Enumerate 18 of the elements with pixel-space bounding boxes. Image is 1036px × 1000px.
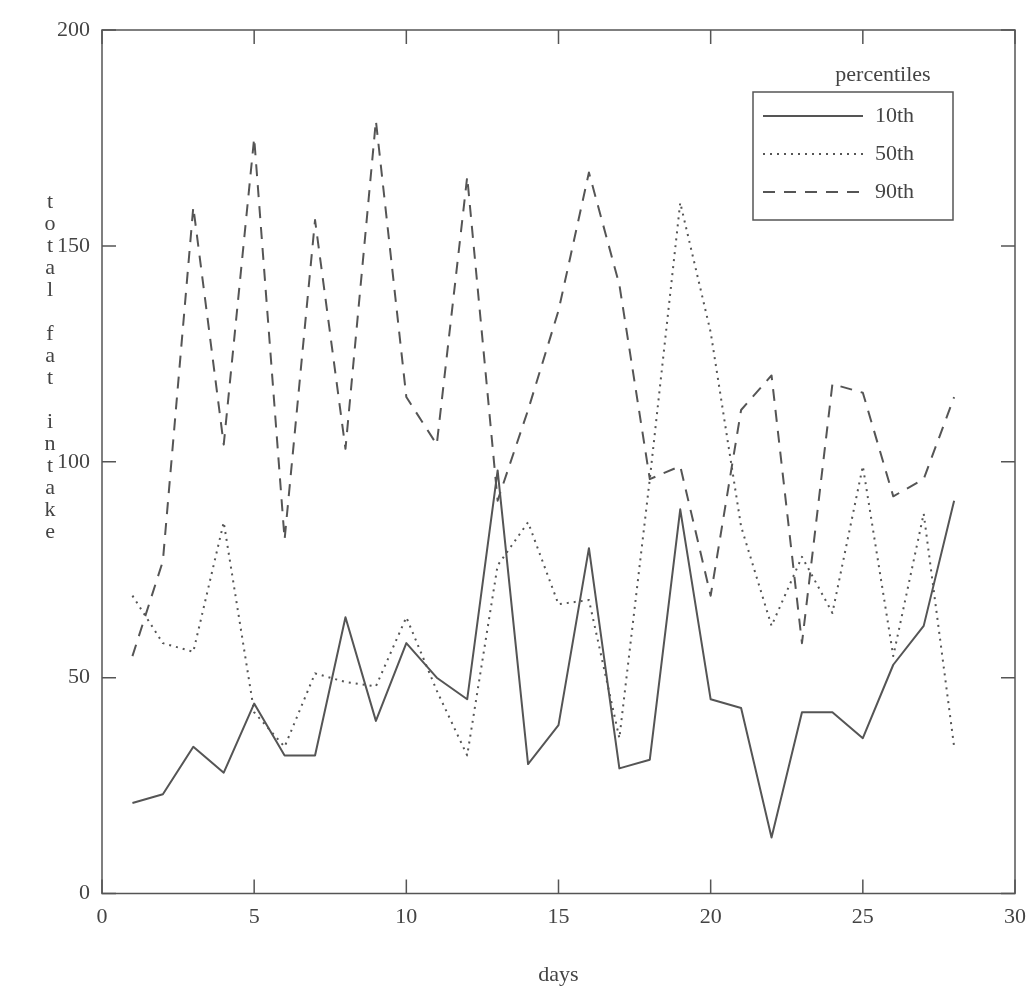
y-tick-label: 100 — [57, 447, 90, 473]
x-tick-label: 10 — [395, 902, 418, 928]
x-tick-label: 15 — [547, 902, 570, 928]
legend-label: 90th — [875, 177, 915, 203]
text: total fat intake — [44, 187, 56, 543]
x-tick-label: 0 — [96, 902, 108, 928]
x-tick-label: 25 — [851, 902, 874, 928]
x-tick-label: 5 — [248, 902, 260, 928]
legend-title: percentiles — [835, 60, 931, 86]
legend-label: 50th — [875, 139, 915, 165]
y-tick-label: 200 — [57, 15, 90, 41]
x-axis-title: days — [538, 960, 579, 986]
x-tick-label: 20 — [699, 902, 722, 928]
y-tick-label: 0 — [79, 879, 90, 905]
y-tick-label: 50 — [68, 663, 90, 689]
y-tick-label: 150 — [57, 231, 90, 257]
x-tick-label: 30 — [1004, 902, 1026, 928]
legend-label: 10th — [875, 101, 915, 127]
